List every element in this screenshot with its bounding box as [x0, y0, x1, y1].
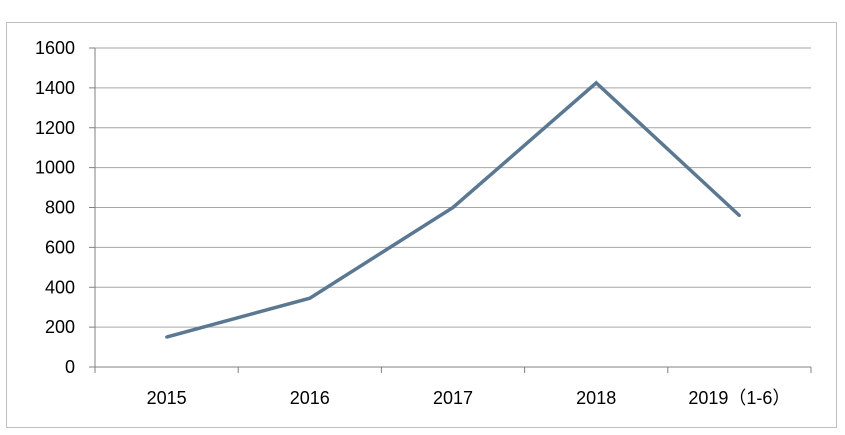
x-axis-tick-labels: 2015 2016 2017 2018 2019（1-6） [147, 388, 791, 408]
series [165, 80, 741, 339]
y-tick-label: 800 [45, 198, 75, 218]
x-tick-label: 2017 [433, 388, 473, 408]
x-tick-label: 2015 [147, 388, 187, 408]
y-axis-tick-labels: 0 200 400 600 800 1000 1200 1400 1600 [35, 38, 75, 377]
x-tick-label: 2016 [290, 388, 330, 408]
series-line [166, 80, 741, 339]
x-tick-label: 2018 [576, 388, 616, 408]
y-tick-label: 400 [45, 277, 75, 297]
x-tick-label: 2019（1-6） [688, 388, 790, 408]
data-point [165, 335, 169, 339]
data-point [308, 296, 312, 300]
data-point [737, 213, 741, 217]
y-tick-label: 600 [45, 237, 75, 257]
axes [89, 47, 812, 373]
y-tick-label: 0 [65, 357, 75, 377]
y-tick-label: 1400 [35, 78, 75, 98]
data-point [451, 206, 455, 209]
y-tick-label: 1600 [35, 38, 75, 58]
gridlines [95, 47, 811, 328]
y-tick-label: 1200 [35, 118, 75, 138]
data-point [594, 81, 598, 85]
chart-frame [6, 22, 837, 428]
y-tick-label: 200 [45, 317, 75, 337]
y-tick-label: 1000 [35, 158, 75, 178]
